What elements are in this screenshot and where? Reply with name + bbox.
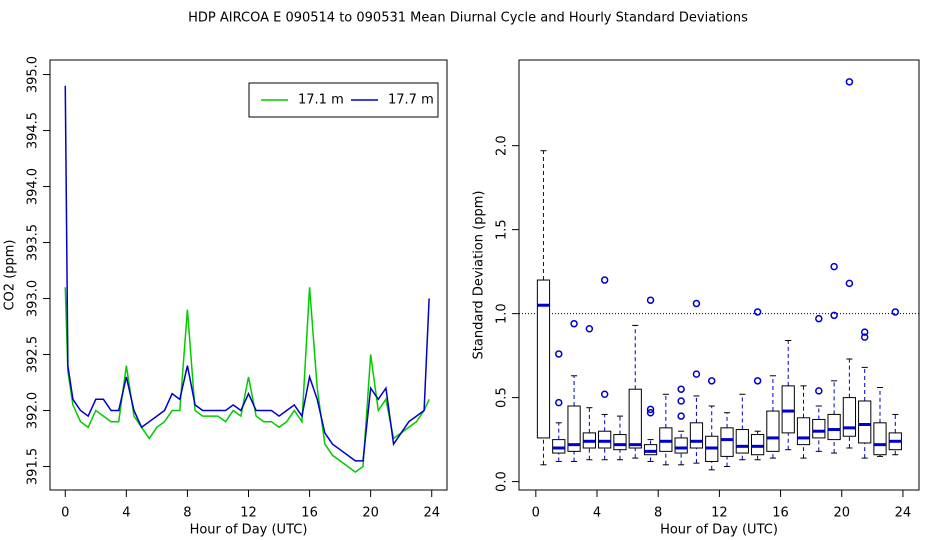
y-axis-label: Standard Deviation (ppm) bbox=[472, 191, 487, 360]
outlier bbox=[860, 328, 869, 336]
box bbox=[552, 439, 566, 454]
legend-label: 17.7 m bbox=[388, 93, 434, 108]
box bbox=[598, 430, 612, 449]
y-tick-label: 0.5 bbox=[495, 387, 510, 408]
box bbox=[674, 437, 688, 454]
series-line bbox=[64, 287, 430, 474]
box bbox=[842, 397, 857, 437]
y-tick-label: 391.5 bbox=[26, 448, 41, 485]
box bbox=[812, 418, 826, 439]
outlier bbox=[646, 296, 655, 304]
box bbox=[827, 413, 841, 441]
outlier bbox=[815, 387, 823, 395]
box bbox=[720, 427, 734, 457]
outlier bbox=[891, 308, 900, 316]
y-tick-label: 394.0 bbox=[26, 168, 41, 205]
outlier bbox=[753, 377, 762, 385]
box bbox=[781, 385, 795, 434]
outlier bbox=[815, 314, 823, 323]
box bbox=[567, 405, 581, 452]
y-tick-label: 395.0 bbox=[26, 56, 41, 93]
outlier bbox=[646, 405, 655, 414]
outlier bbox=[600, 276, 609, 284]
y-tick-label: 392.5 bbox=[26, 336, 41, 373]
outlier bbox=[677, 412, 685, 420]
series-line bbox=[64, 85, 430, 462]
legend-label: 17.1 m bbox=[298, 93, 344, 108]
x-tick-label: 12 bbox=[711, 506, 728, 521]
outlier bbox=[600, 390, 609, 399]
x-tick-label: 12 bbox=[240, 506, 257, 521]
y-tick-label: 394.5 bbox=[26, 112, 41, 149]
box bbox=[858, 400, 872, 444]
x-tick-label: 0 bbox=[61, 506, 69, 521]
y-tick-label: 1.0 bbox=[495, 303, 510, 324]
outlier bbox=[830, 311, 838, 320]
x-tick-label: 0 bbox=[532, 506, 540, 521]
box bbox=[796, 417, 811, 446]
outlier bbox=[692, 370, 701, 378]
y-tick-label: 393.5 bbox=[26, 224, 41, 261]
x-tick-label: 20 bbox=[833, 506, 850, 521]
box bbox=[643, 444, 658, 456]
box bbox=[873, 422, 887, 456]
x-tick-label: 20 bbox=[362, 506, 379, 521]
y-tick-label: 1.5 bbox=[495, 219, 510, 240]
y-tick-label: 392.0 bbox=[26, 392, 41, 429]
outlier bbox=[845, 78, 854, 86]
outlier bbox=[753, 308, 762, 316]
x-tick-label: 24 bbox=[423, 506, 440, 521]
x-tick-label: 8 bbox=[183, 506, 191, 521]
x-tick-label: 8 bbox=[654, 506, 662, 521]
y-tick-label: 2.0 bbox=[495, 135, 510, 156]
outlier bbox=[860, 333, 869, 341]
outlier bbox=[646, 408, 655, 417]
x-tick-label: 4 bbox=[593, 506, 601, 521]
outlier bbox=[707, 377, 716, 385]
box bbox=[536, 279, 551, 439]
box bbox=[659, 427, 673, 452]
outlier bbox=[845, 279, 854, 288]
outlier bbox=[830, 262, 838, 271]
box bbox=[628, 388, 642, 449]
box bbox=[735, 429, 749, 454]
x-tick-label: 4 bbox=[122, 506, 130, 521]
y-axis-label: CO2 (ppm) bbox=[3, 239, 18, 310]
chart-title: HDP AIRCOA E 090514 to 090531 Mean Diurn… bbox=[188, 11, 748, 26]
y-tick-label: 0.0 bbox=[495, 471, 510, 492]
outlier bbox=[677, 385, 685, 393]
x-tick-label: 24 bbox=[895, 506, 912, 521]
outlier bbox=[555, 350, 563, 358]
outlier bbox=[585, 325, 594, 333]
y-tick-label: 393.0 bbox=[26, 280, 41, 317]
box bbox=[751, 434, 765, 456]
x-axis-label: Hour of Day (UTC) bbox=[660, 523, 778, 538]
outlier bbox=[570, 319, 578, 328]
box bbox=[689, 422, 704, 449]
box bbox=[613, 434, 627, 451]
x-tick-label: 16 bbox=[772, 506, 789, 521]
box bbox=[766, 410, 780, 452]
plot-frame bbox=[49, 59, 448, 491]
outlier bbox=[692, 299, 701, 308]
x-axis-label: Hour of Day (UTC) bbox=[190, 523, 308, 538]
outlier bbox=[555, 398, 563, 407]
outlier bbox=[677, 397, 685, 405]
x-tick-label: 16 bbox=[301, 506, 318, 521]
